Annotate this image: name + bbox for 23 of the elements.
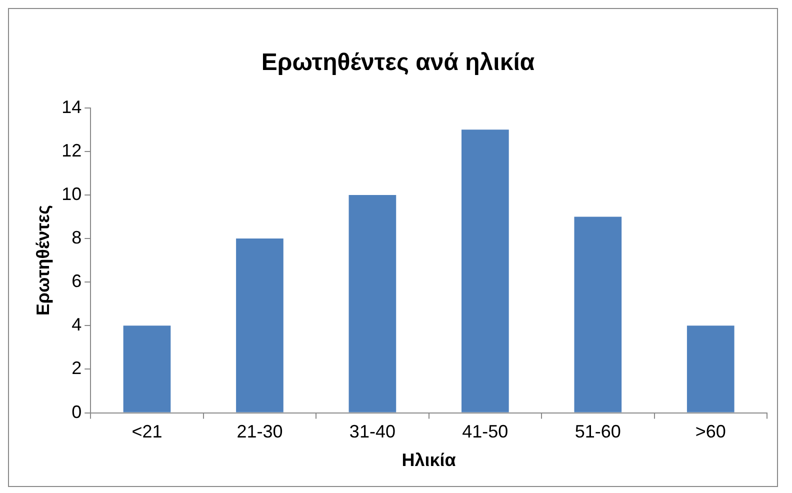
x-axis-title: Ηλικία [402,450,456,470]
bar [236,238,284,412]
bar [123,326,171,412]
x-tick-label: >60 [695,422,726,442]
x-tick-label: 31-40 [349,422,396,442]
y-tick-label: 2 [72,358,82,378]
x-tick-label: <21 [132,422,162,442]
bar [574,216,622,412]
y-axis-title: Ερωτηθέντες [32,204,53,316]
y-tick-label: 0 [72,402,82,422]
y-tick-label: 14 [62,96,82,117]
x-tick-label: 41-50 [462,422,508,442]
y-tick-label: 4 [72,314,82,335]
bar [462,130,509,412]
bar [686,326,734,412]
x-tick-label: 21-30 [236,422,283,442]
x-tick-label: 51-60 [574,422,621,442]
y-tick-label: 10 [62,184,82,204]
y-tick-label: 8 [72,227,82,248]
bar [348,194,396,412]
y-tick-label: 6 [72,271,82,292]
chart-title: Ερωτηθέντες ανά ηλικία [261,49,535,76]
y-tick-label: 12 [62,140,82,160]
